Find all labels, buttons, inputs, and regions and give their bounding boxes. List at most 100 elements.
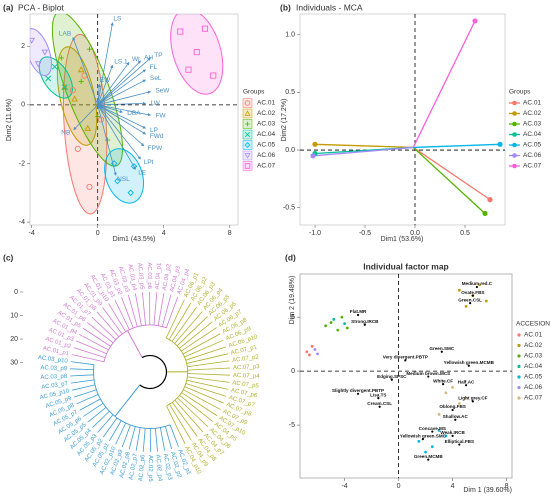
leaf-branch	[102, 307, 123, 335]
y-tick-label: -4	[19, 219, 25, 226]
panel-label: (c)	[3, 252, 14, 262]
legend-marker	[512, 163, 517, 169]
leaf-branch	[184, 339, 224, 358]
leaf-branch	[102, 417, 118, 438]
point	[45, 75, 52, 82]
category-point	[378, 405, 381, 408]
legend-label: AC.02	[524, 342, 542, 349]
leaf-branch	[108, 420, 122, 442]
point	[451, 385, 454, 389]
category-point	[451, 408, 454, 412]
loading-label: FW	[155, 113, 166, 120]
point	[310, 344, 314, 348]
x-tick-label: 0	[397, 483, 401, 490]
point	[86, 183, 93, 190]
legend-key	[242, 98, 253, 108]
category-point	[475, 285, 478, 289]
loading-arrow	[97, 83, 101, 105]
leaf-label: AC.02_p7	[129, 453, 140, 481]
loading-label: LPt	[144, 159, 154, 166]
category-point	[454, 418, 457, 421]
cluster-arc	[93, 364, 171, 429]
loading-label: LP	[150, 127, 158, 134]
legend-title: Groups	[243, 89, 265, 96]
leaf-branch	[181, 392, 218, 417]
spoke	[412, 146, 491, 201]
category-label: Yellowish green.SMC	[400, 433, 447, 438]
legend-marker	[517, 364, 521, 369]
legend-key	[242, 161, 253, 171]
legend-label: AC.03	[523, 121, 541, 128]
point	[336, 328, 340, 332]
legend-label: AC.02	[257, 110, 275, 117]
point	[69, 87, 76, 94]
legend-marker	[512, 121, 517, 127]
leaf-branch	[71, 354, 105, 363]
category-label: Strong.IRCB	[351, 319, 379, 324]
plot-border	[299, 273, 513, 479]
point	[114, 177, 121, 185]
plot-border	[29, 13, 239, 226]
category-point	[464, 384, 468, 387]
loading-arrow	[97, 104, 117, 176]
category-label: Elliptical.FBS	[445, 439, 474, 444]
category-label: Medium red.C	[462, 281, 493, 286]
leaf-branch	[184, 386, 224, 404]
legend-marker	[517, 333, 521, 337]
leaf-label: AC.02_p4	[154, 454, 163, 482]
leaf-branch	[171, 306, 198, 342]
point	[472, 18, 478, 24]
legend-title: Groups	[509, 89, 531, 96]
loading-label: LE	[138, 169, 147, 176]
leaf-branch	[179, 321, 213, 349]
leaf-branch	[86, 322, 114, 344]
leaf-branch	[134, 293, 142, 326]
point	[437, 412, 441, 416]
leaf-branch	[169, 404, 192, 441]
legend-marker	[244, 163, 251, 169]
group-ellipse	[62, 33, 108, 215]
point	[61, 83, 69, 90]
y-tick-label: -2	[19, 160, 25, 167]
plot-area	[310, 18, 503, 217]
legend-marker	[244, 153, 251, 159]
x-tick-label: 8	[228, 230, 232, 237]
leaf-branch	[70, 361, 95, 366]
leaf-branch	[154, 428, 158, 452]
panel-label: (d)	[285, 252, 296, 262]
leaf-label: AC.04_p2	[162, 263, 173, 291]
leaf-label: AC.03_p10	[37, 355, 68, 365]
loading-arrow	[97, 69, 146, 106]
leaf-branch	[114, 299, 130, 330]
point	[41, 49, 49, 56]
point	[444, 391, 448, 395]
legend-marker	[512, 111, 517, 116]
leaf-branch	[82, 327, 111, 347]
point	[444, 434, 448, 438]
y-axis-title: Dim 2 (19.48%)	[289, 276, 296, 325]
x-axis-title: Dim 1 (39.60%)	[463, 487, 512, 494]
point	[316, 352, 319, 356]
loading-label: SeW	[155, 87, 170, 94]
category-point	[404, 359, 407, 362]
point	[457, 288, 461, 292]
leaf-branch	[161, 294, 172, 327]
leaf-branch	[186, 379, 229, 390]
loading-arrow	[73, 104, 98, 131]
point	[313, 348, 317, 351]
category-point	[471, 400, 474, 403]
point	[201, 25, 209, 32]
category-label: Green.MCMB	[414, 454, 444, 459]
loading-label: EW	[100, 77, 111, 84]
loading-label: FWd	[150, 133, 164, 140]
leaf-branch	[171, 402, 198, 437]
category-label: Yellowish green.MCMB	[444, 360, 495, 365]
legend-marker	[245, 121, 250, 127]
leaf-label: AC.03_p7	[41, 381, 69, 391]
legend-marker	[517, 385, 521, 390]
point	[437, 429, 441, 432]
leaf-branch	[142, 428, 146, 452]
category-point	[421, 438, 424, 441]
loading-arrow	[97, 60, 141, 106]
